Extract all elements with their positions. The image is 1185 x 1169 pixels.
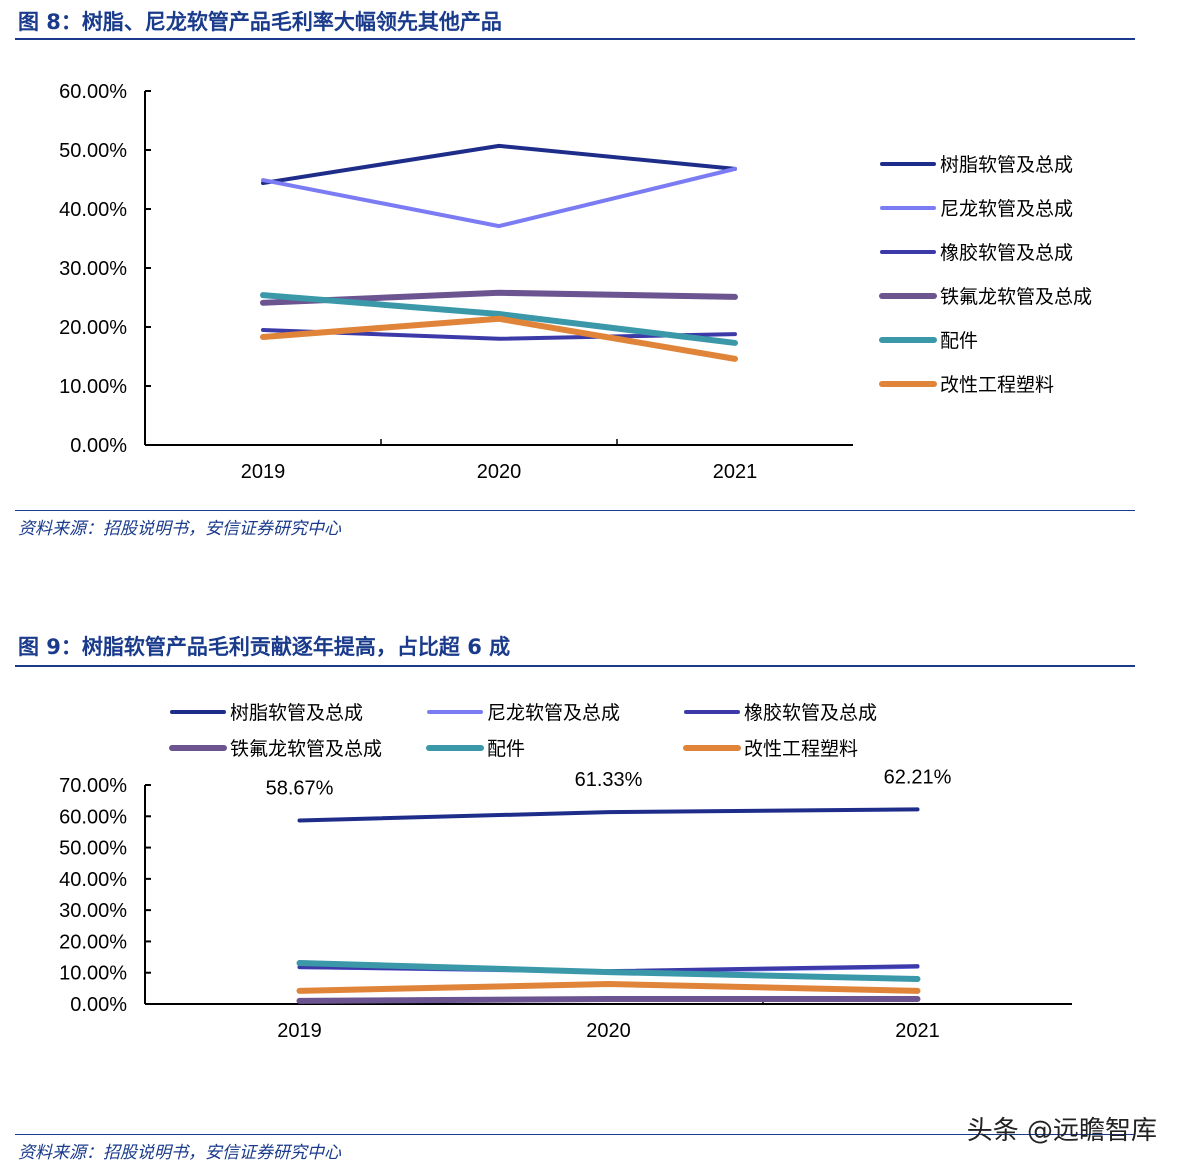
x-tick-label: 2019 (241, 461, 286, 483)
x-tick-label: 2020 (586, 1020, 631, 1042)
y-tick-label: 10.00% (59, 963, 127, 985)
fig8-chart: 0.00% 10.00% 20.00% 30.00% 40.00% 50.00% 60.00… (59, 81, 1092, 483)
y-tick-label: 50.00% (59, 838, 127, 860)
legend-label: 铁氟龙软管及总成 (230, 738, 382, 760)
fig9-title: 图 9：树脂软管产品毛利贡献逐年提高，占比超 6 成 (18, 635, 511, 659)
y-tick-label: 10.00% (59, 376, 127, 398)
fig9-title-rule (15, 665, 1135, 667)
data-label: 61.33% (575, 769, 643, 791)
fig8-title-rule (15, 38, 1135, 40)
legend-label: 尼龙软管及总成 (487, 702, 620, 724)
legend-label: 橡胶软管及总成 (940, 242, 1073, 264)
y-tick-label: 40.00% (59, 869, 127, 891)
legend-label: 改性工程塑料 (940, 374, 1054, 396)
watermark: 头条 @远瞻智库 (966, 1116, 1157, 1146)
legend-label: 铁氟龙软管及总成 (940, 286, 1092, 308)
y-tick-label: 60.00% (59, 81, 127, 103)
y-tick-label: 30.00% (59, 258, 127, 280)
series-line-5 (296, 980, 921, 994)
y-tick-label: 0.00% (70, 994, 127, 1016)
y-tick-label: 0.00% (70, 435, 127, 457)
x-tick-label: 2020 (477, 461, 522, 483)
y-tick-label: 40.00% (59, 199, 127, 221)
fig8-title: 图 8：树脂、尼龙软管产品毛利率大幅领先其他产品 (18, 10, 502, 34)
series-line-4 (296, 960, 921, 982)
y-tick-label: 30.00% (59, 900, 127, 922)
x-tick-label: 2021 (713, 461, 758, 483)
legend-label: 树脂软管及总成 (230, 702, 363, 724)
legend-label: 树脂软管及总成 (940, 154, 1073, 176)
series-line-3 (296, 995, 921, 1004)
legend-label: 尼龙软管及总成 (940, 198, 1073, 220)
fig9-source: 资料来源：招股说明书，安信证券研究中心 (18, 1143, 341, 1163)
y-tick-label: 20.00% (59, 317, 127, 339)
fig8-source: 资料来源：招股说明书，安信证券研究中心 (18, 519, 341, 539)
y-tick-label: 50.00% (59, 140, 127, 162)
legend-label: 配件 (487, 738, 525, 760)
x-tick-label: 2019 (277, 1020, 322, 1042)
y-tick-label: 20.00% (59, 931, 127, 953)
y-tick-label: 60.00% (59, 806, 127, 828)
series-line-0 (297, 807, 920, 823)
fig8-source-rule (15, 510, 1135, 511)
data-label: 62.21% (884, 766, 952, 788)
y-tick-label: 70.00% (59, 775, 127, 797)
legend-label: 橡胶软管及总成 (744, 702, 877, 724)
legend-label: 改性工程塑料 (744, 738, 858, 760)
data-label: 58.67% (266, 777, 334, 799)
legend-label: 配件 (940, 330, 978, 352)
fig9-source-rule (15, 1134, 1135, 1135)
x-tick-label: 2021 (895, 1020, 940, 1042)
